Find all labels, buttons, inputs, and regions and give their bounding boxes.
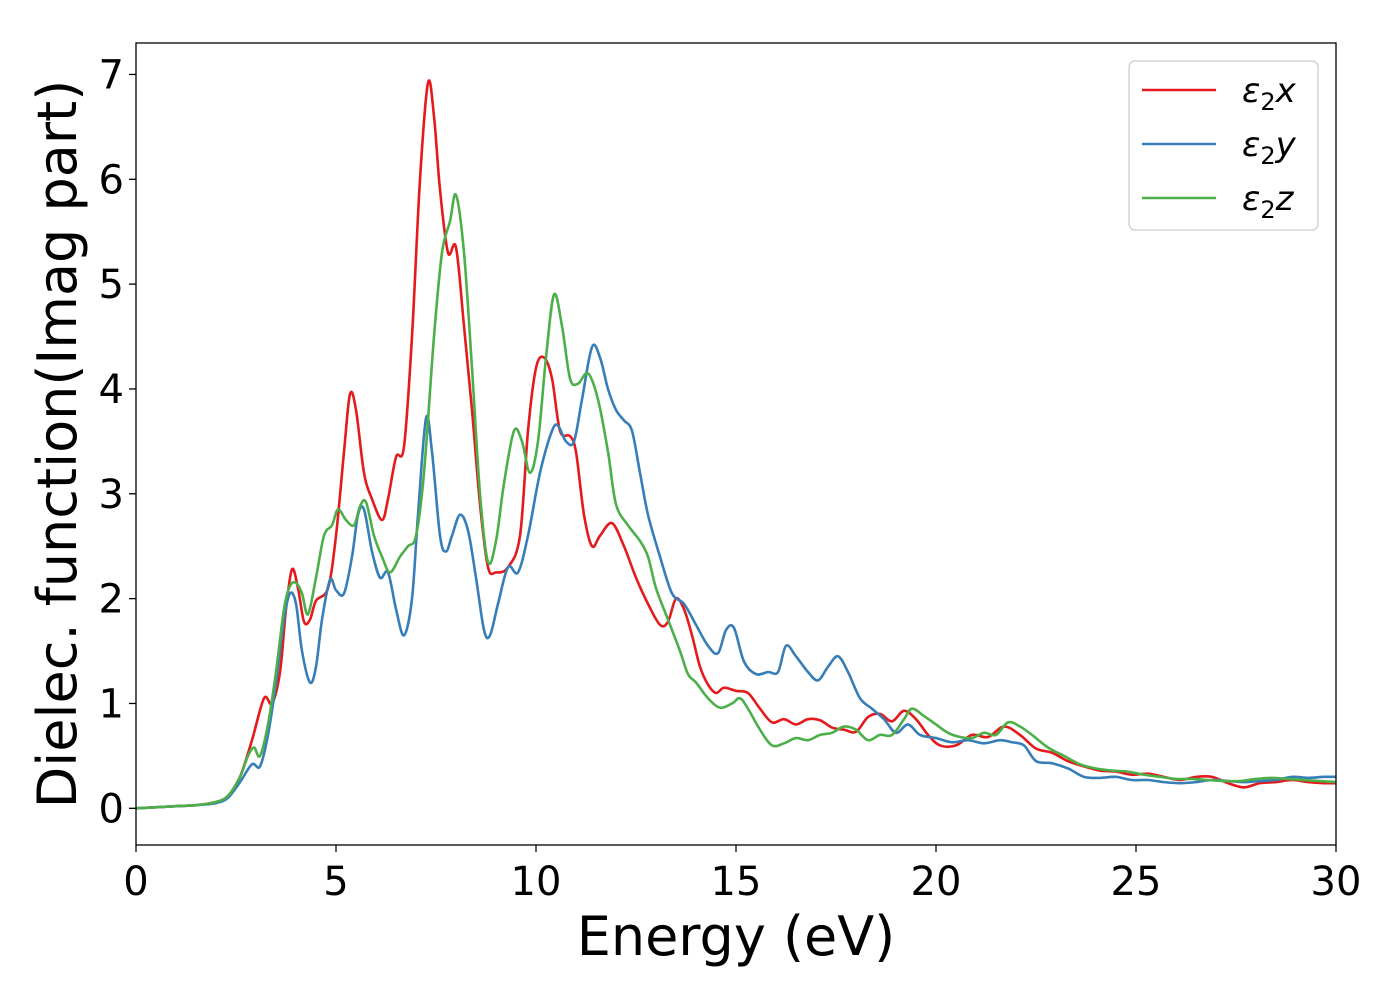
x-tick-label: 15: [711, 859, 762, 905]
legend-box: [1128, 60, 1319, 231]
legend: ε2x ε2y ε2z: [1128, 60, 1319, 231]
x-tick-label: 25: [1111, 859, 1162, 905]
x-axis-title: Energy (eV): [577, 905, 896, 968]
y-tick-label: 0: [99, 786, 124, 832]
y-tick-label: 3: [99, 472, 124, 518]
x-tick-label: 5: [323, 859, 348, 905]
y-axis-title: Dielec. function(Imag part): [26, 80, 89, 809]
x-tick-label: 30: [1311, 859, 1362, 905]
x-axis: 0 5 10 15 20 25 30: [123, 845, 1361, 905]
x-tick-label: 10: [511, 859, 562, 905]
y-tick-label: 7: [99, 52, 124, 98]
x-tick-label: 0: [123, 859, 148, 905]
series-line-y: [135, 343, 1337, 810]
series-layer: [135, 79, 1337, 810]
series-line-x: [135, 79, 1337, 810]
y-tick-label: 5: [99, 262, 124, 308]
legend-label-y: ε2y: [1242, 125, 1297, 170]
y-tick-label: 6: [99, 157, 124, 203]
y-tick-label: 1: [99, 681, 124, 727]
series-line-z: [135, 192, 1337, 810]
x-tick-label: 20: [911, 859, 962, 905]
y-tick-label: 4: [99, 367, 124, 413]
y-tick-label: 2: [99, 577, 124, 623]
legend-label-x: ε2x: [1242, 71, 1297, 116]
legend-label-z: ε2z: [1242, 179, 1295, 224]
y-axis: 0 1 2 3 4 5 6 7: [99, 52, 136, 832]
